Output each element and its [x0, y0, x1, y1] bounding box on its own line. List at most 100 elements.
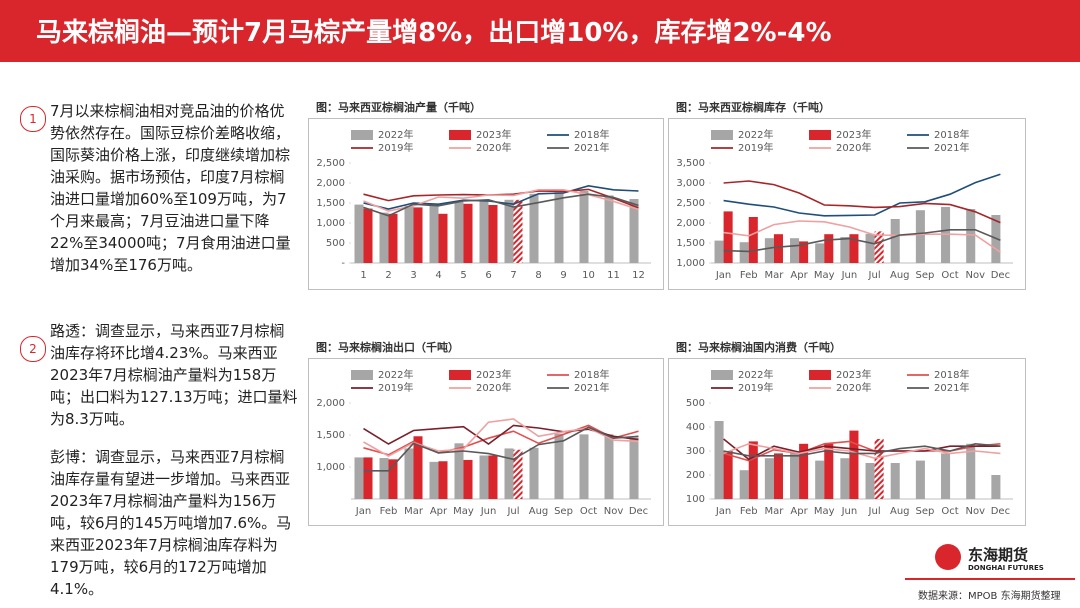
chart-title: 图：马来棕榈油国内消费（千吨）: [676, 341, 841, 354]
bar: [739, 242, 749, 263]
bar: [865, 233, 875, 263]
x-tick-label: 7: [510, 270, 516, 281]
chart-title: 图：马来西亚棕榈库存（千吨）: [676, 101, 830, 114]
x-tick-label: May: [814, 270, 835, 281]
bar: [479, 455, 489, 499]
bar: [991, 475, 1001, 499]
bar: [966, 209, 976, 263]
bar: [429, 203, 439, 263]
note-paragraph: 彭博：调查显示，马来西亚7月棕榈油库存量有望进一步增加。马来西亚2023年7月棕…: [50, 448, 292, 598]
chart: 2022年 2023年 2018年 2019年 2020年 2021年 1,000 1,500…: [668, 118, 1026, 290]
y-tick-label: 1,500: [316, 198, 345, 209]
x-tick-label: Sep: [915, 270, 934, 281]
legend-label: 2020年: [836, 381, 871, 394]
bar: [890, 463, 900, 499]
bar: [504, 199, 514, 263]
bar: [840, 458, 850, 499]
bar: [438, 213, 448, 263]
x-tick-label: Nov: [965, 270, 985, 281]
bar: [815, 460, 825, 499]
series-line: [723, 442, 1001, 457]
bar: [748, 441, 758, 499]
bar: [438, 461, 448, 499]
bar: [790, 451, 800, 499]
x-tick-label: 3: [410, 270, 416, 281]
legend-swatch: [711, 370, 733, 380]
y-tick-label: 300: [686, 446, 705, 457]
x-tick-label: Jan: [715, 506, 731, 517]
y-tick-label: 2,000: [316, 178, 345, 189]
y-tick-label: 1,000: [316, 462, 345, 473]
legend-swatch: [449, 130, 471, 140]
x-tick-label: May: [453, 506, 474, 517]
y-tick-label: 1,500: [676, 238, 705, 249]
bar: [714, 240, 724, 263]
x-tick-label: Oct: [580, 506, 597, 517]
bar: [354, 204, 364, 263]
bar: [479, 201, 489, 263]
bar: [840, 237, 850, 263]
legend-label: 2023年: [476, 128, 511, 141]
bar: [554, 192, 564, 263]
x-tick-label: 11: [607, 270, 620, 281]
x-tick-label: Feb: [740, 270, 758, 281]
series-line: [363, 424, 639, 445]
series-line: [363, 418, 639, 458]
x-tick-label: 10: [582, 270, 595, 281]
bar: [504, 448, 514, 499]
bar: [966, 443, 976, 499]
x-tick-label: Nov: [604, 506, 624, 517]
x-tick-label: Mar: [404, 506, 424, 517]
bar: [865, 463, 875, 499]
x-tick-label: Apr: [430, 506, 448, 517]
legend-label: 2020年: [476, 381, 511, 394]
legend-label: 2019年: [378, 141, 413, 154]
x-tick-label: Aug: [890, 506, 910, 517]
y-tick-label: 500: [326, 238, 345, 249]
series-line: [363, 426, 639, 472]
x-tick-label: Dec: [991, 506, 1010, 517]
bar: [388, 213, 398, 263]
bar: [454, 201, 464, 263]
series-line: [723, 229, 1001, 253]
x-tick-label: Sep: [554, 506, 573, 517]
x-tick-label: Jul: [868, 270, 881, 281]
x-tick-label: 5: [460, 270, 466, 281]
legend-label: 2022年: [378, 368, 413, 381]
series-line: [723, 180, 1001, 224]
bar: [488, 455, 498, 499]
bar: [874, 439, 884, 499]
bar: [790, 238, 800, 263]
legend-label: 2018年: [934, 368, 969, 381]
bar: [874, 231, 884, 263]
logo-mark: [935, 544, 961, 570]
y-tick-label: 3,000: [676, 178, 705, 189]
legend-label: 2023年: [836, 368, 871, 381]
y-tick-label: 2,000: [316, 398, 345, 409]
x-tick-label: Jun: [841, 506, 858, 517]
bar: [404, 205, 414, 263]
bar: [363, 457, 373, 499]
header-title: 马来棕榈油—预计7月马棕产量增8%，出口增10%，库存增2%-4%: [36, 18, 832, 48]
x-tick-label: 12: [632, 270, 645, 281]
bar: [723, 211, 733, 263]
bar: [513, 199, 523, 263]
y-tick-label: 3,500: [676, 158, 705, 169]
legend-label: 2021年: [574, 141, 609, 154]
note-paragraph: 7月以来棕榈油相对竞品油的价格优势依然存在。国际豆棕价差略收缩，国际葵油价格上涨…: [50, 102, 291, 274]
x-tick-label: May: [814, 506, 835, 517]
x-tick-label: Jul: [506, 506, 519, 517]
x-tick-label: Nov: [965, 506, 985, 517]
bar: [773, 453, 783, 499]
legend-label: 2018年: [574, 128, 609, 141]
legend-swatch: [711, 130, 733, 140]
bar: [488, 205, 498, 263]
legend-swatch: [351, 370, 373, 380]
bar: [463, 459, 473, 499]
bar: [379, 212, 389, 263]
bar: [554, 433, 564, 499]
x-tick-label: Oct: [941, 506, 958, 517]
bar: [941, 453, 951, 499]
y-tick-label: 100: [686, 494, 705, 505]
bar: [764, 238, 774, 263]
